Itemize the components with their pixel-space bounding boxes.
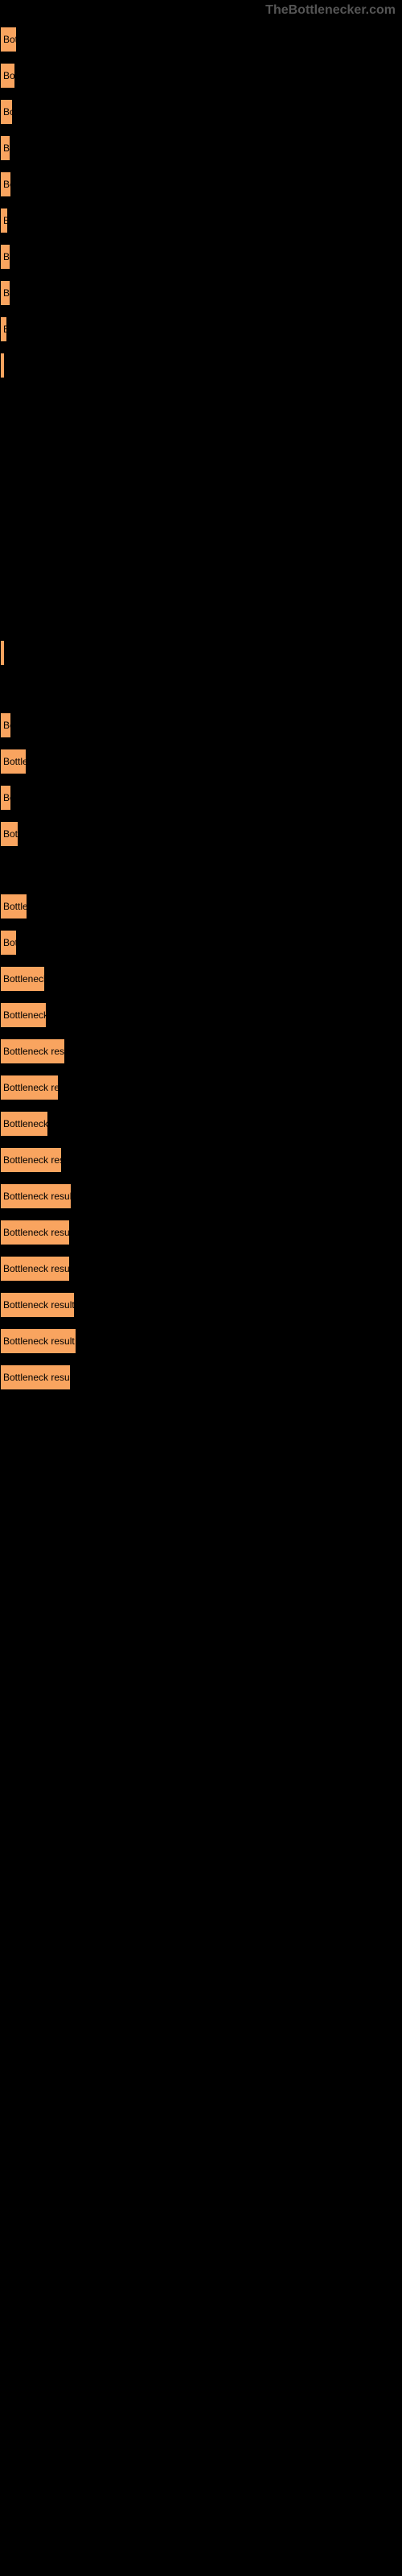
chart-bar: Bottleneck result bbox=[0, 966, 45, 992]
chart-bar: Bottleneck result bbox=[0, 1256, 70, 1282]
chart-bar: Bottleneck result bbox=[0, 353, 5, 378]
chart-bar: Bottleneck result bbox=[0, 785, 11, 811]
chart-bar: Bottleneck result bbox=[0, 1220, 70, 1245]
chart-bar: Bottleneck result bbox=[0, 1075, 59, 1100]
chart-bar: Bottleneck result bbox=[0, 1147, 62, 1173]
chart-bar: Bottleneck result bbox=[0, 1038, 65, 1064]
chart-bar: Bottleneck result bbox=[0, 821, 18, 847]
chart-bar: Bottleneck result bbox=[0, 1364, 71, 1390]
chart-bar: Bottleneck result bbox=[0, 930, 17, 956]
chart-bar: Bottleneck result bbox=[0, 640, 5, 666]
chart-container: TheBottlenecker.com Bottleneck result Bot… bbox=[0, 0, 402, 2576]
chart-bar: Bottleneck result bbox=[0, 99, 13, 125]
chart-bar: Bottleneck result bbox=[0, 316, 7, 342]
chart-bar: Bottleneck result bbox=[0, 712, 11, 738]
watermark-text: TheBottlenecker.com bbox=[265, 3, 396, 18]
chart-bar: Bottleneck result bbox=[0, 208, 8, 233]
chart-bar: Bottleneck result bbox=[0, 1328, 76, 1354]
chart-bar: Bottleneck result bbox=[0, 894, 27, 919]
chart-bar: Bottleneck result bbox=[0, 135, 10, 161]
chart-bar: Bottleneck result bbox=[0, 27, 17, 52]
chart-bar: Bottleneck result bbox=[0, 1111, 48, 1137]
chart-bar: Bottleneck result bbox=[0, 1292, 75, 1318]
chart-bar: Bottleneck result bbox=[0, 1002, 47, 1028]
chart-bar: Bottleneck result bbox=[0, 1183, 72, 1209]
chart-bar: Bottleneck result bbox=[0, 244, 10, 270]
chart-bar: Bottleneck result bbox=[0, 63, 15, 89]
chart-bar: Bottleneck result bbox=[0, 280, 10, 306]
chart-bar: Bottleneck result bbox=[0, 749, 27, 774]
chart-bar: Bottleneck result bbox=[0, 171, 11, 197]
